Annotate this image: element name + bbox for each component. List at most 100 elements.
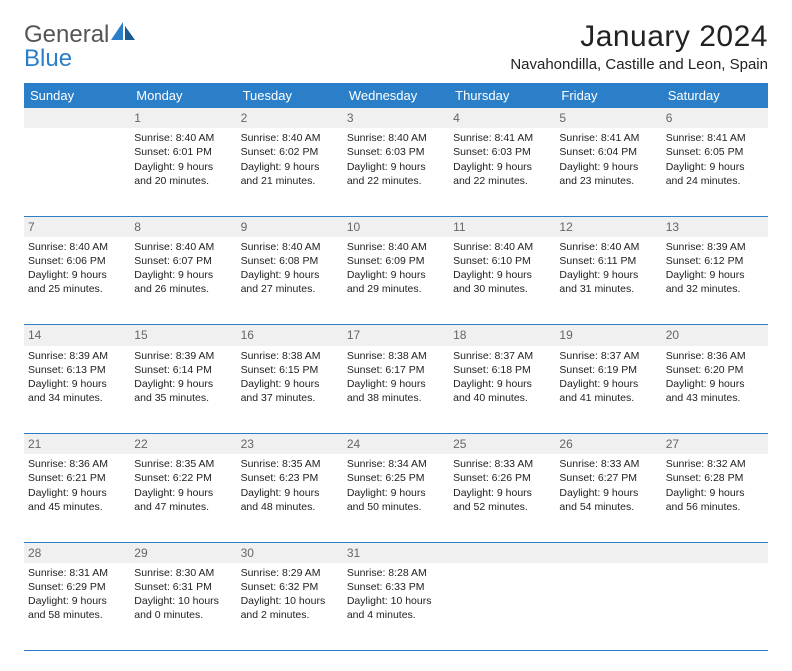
weekday-header: Monday bbox=[130, 83, 236, 108]
sunset-text: Sunset: 6:03 PM bbox=[453, 145, 551, 159]
daynum-cell: 5 bbox=[555, 108, 661, 128]
calendar-body: 123456Sunrise: 8:40 AMSunset: 6:01 PMDay… bbox=[24, 108, 768, 651]
daylight-text: Daylight: 9 hours and 56 minutes. bbox=[666, 486, 764, 514]
daynum-cell: 3 bbox=[343, 108, 449, 128]
daylight-text: Daylight: 9 hours and 50 minutes. bbox=[347, 486, 445, 514]
day-cell: Sunrise: 8:40 AMSunset: 6:02 PMDaylight:… bbox=[237, 128, 343, 216]
day-number: 26 bbox=[559, 436, 657, 452]
weekday-header: Wednesday bbox=[343, 83, 449, 108]
daylight-text: Daylight: 9 hours and 41 minutes. bbox=[559, 377, 657, 405]
week-row: Sunrise: 8:40 AMSunset: 6:06 PMDaylight:… bbox=[24, 237, 768, 325]
day-cell bbox=[555, 563, 661, 651]
sunrise-text: Sunrise: 8:39 AM bbox=[134, 349, 232, 363]
day-number: 22 bbox=[134, 436, 232, 452]
daylight-text: Daylight: 9 hours and 35 minutes. bbox=[134, 377, 232, 405]
day-cell: Sunrise: 8:40 AMSunset: 6:11 PMDaylight:… bbox=[555, 237, 661, 325]
day-cell: Sunrise: 8:35 AMSunset: 6:23 PMDaylight:… bbox=[237, 454, 343, 542]
daynum-cell: 11 bbox=[449, 216, 555, 237]
month-title: January 2024 bbox=[510, 20, 768, 54]
daynum-cell: 10 bbox=[343, 216, 449, 237]
daynum-cell: 2 bbox=[237, 108, 343, 128]
sunrise-text: Sunrise: 8:32 AM bbox=[666, 457, 764, 471]
day-cell: Sunrise: 8:37 AMSunset: 6:19 PMDaylight:… bbox=[555, 346, 661, 434]
sunset-text: Sunset: 6:09 PM bbox=[347, 254, 445, 268]
sunrise-text: Sunrise: 8:39 AM bbox=[666, 240, 764, 254]
day-cell: Sunrise: 8:40 AMSunset: 6:07 PMDaylight:… bbox=[130, 237, 236, 325]
sunrise-text: Sunrise: 8:35 AM bbox=[134, 457, 232, 471]
location: Navahondilla, Castille and Leon, Spain bbox=[510, 56, 768, 73]
sunset-text: Sunset: 6:26 PM bbox=[453, 471, 551, 485]
sunset-text: Sunset: 6:32 PM bbox=[241, 580, 339, 594]
weekday-row: Sunday Monday Tuesday Wednesday Thursday… bbox=[24, 83, 768, 108]
day-cell: Sunrise: 8:40 AMSunset: 6:03 PMDaylight:… bbox=[343, 128, 449, 216]
day-number: 17 bbox=[347, 327, 445, 343]
day-number: 9 bbox=[241, 219, 339, 235]
daylight-text: Daylight: 9 hours and 27 minutes. bbox=[241, 268, 339, 296]
daylight-text: Daylight: 9 hours and 37 minutes. bbox=[241, 377, 339, 405]
daynum-cell: 29 bbox=[130, 542, 236, 563]
day-number: 18 bbox=[453, 327, 551, 343]
daynum-cell: 30 bbox=[237, 542, 343, 563]
logo-text-1: General bbox=[24, 21, 109, 48]
weekday-header: Friday bbox=[555, 83, 661, 108]
day-number: 14 bbox=[28, 327, 126, 343]
day-cell: Sunrise: 8:36 AMSunset: 6:21 PMDaylight:… bbox=[24, 454, 130, 542]
sunrise-text: Sunrise: 8:35 AM bbox=[241, 457, 339, 471]
day-cell: Sunrise: 8:40 AMSunset: 6:09 PMDaylight:… bbox=[343, 237, 449, 325]
sunrise-text: Sunrise: 8:29 AM bbox=[241, 566, 339, 580]
week-row: Sunrise: 8:36 AMSunset: 6:21 PMDaylight:… bbox=[24, 454, 768, 542]
daynum-cell: 16 bbox=[237, 325, 343, 346]
day-number: 30 bbox=[241, 545, 339, 561]
day-cell: Sunrise: 8:28 AMSunset: 6:33 PMDaylight:… bbox=[343, 563, 449, 651]
sunrise-text: Sunrise: 8:33 AM bbox=[453, 457, 551, 471]
day-number: 2 bbox=[241, 110, 339, 126]
daylight-text: Daylight: 9 hours and 23 minutes. bbox=[559, 160, 657, 188]
daylight-text: Daylight: 10 hours and 0 minutes. bbox=[134, 594, 232, 622]
sunset-text: Sunset: 6:03 PM bbox=[347, 145, 445, 159]
week-row: Sunrise: 8:40 AMSunset: 6:01 PMDaylight:… bbox=[24, 128, 768, 216]
sunrise-text: Sunrise: 8:34 AM bbox=[347, 457, 445, 471]
daylight-text: Daylight: 9 hours and 31 minutes. bbox=[559, 268, 657, 296]
daynum-row: 78910111213 bbox=[24, 216, 768, 237]
weekday-header: Tuesday bbox=[237, 83, 343, 108]
daynum-cell: 18 bbox=[449, 325, 555, 346]
daylight-text: Daylight: 9 hours and 52 minutes. bbox=[453, 486, 551, 514]
sunrise-text: Sunrise: 8:31 AM bbox=[28, 566, 126, 580]
header: GeneralBlue January 2024 Navahondilla, C… bbox=[24, 20, 768, 73]
calendar-head: Sunday Monday Tuesday Wednesday Thursday… bbox=[24, 83, 768, 108]
day-cell: Sunrise: 8:41 AMSunset: 6:05 PMDaylight:… bbox=[662, 128, 768, 216]
day-number: 25 bbox=[453, 436, 551, 452]
weekday-header: Thursday bbox=[449, 83, 555, 108]
weekday-header: Saturday bbox=[662, 83, 768, 108]
day-cell: Sunrise: 8:31 AMSunset: 6:29 PMDaylight:… bbox=[24, 563, 130, 651]
daynum-cell bbox=[662, 542, 768, 563]
daynum-cell: 17 bbox=[343, 325, 449, 346]
sunrise-text: Sunrise: 8:28 AM bbox=[347, 566, 445, 580]
day-cell: Sunrise: 8:40 AMSunset: 6:01 PMDaylight:… bbox=[130, 128, 236, 216]
daynum-cell: 14 bbox=[24, 325, 130, 346]
daynum-cell: 13 bbox=[662, 216, 768, 237]
sunset-text: Sunset: 6:25 PM bbox=[347, 471, 445, 485]
logo-text-2: Blue bbox=[24, 45, 72, 72]
daynum-cell: 27 bbox=[662, 434, 768, 455]
day-cell: Sunrise: 8:40 AMSunset: 6:10 PMDaylight:… bbox=[449, 237, 555, 325]
daynum-cell bbox=[449, 542, 555, 563]
logo-text: GeneralBlue bbox=[24, 20, 137, 71]
sunset-text: Sunset: 6:27 PM bbox=[559, 471, 657, 485]
sunset-text: Sunset: 6:05 PM bbox=[666, 145, 764, 159]
daynum-row: 14151617181920 bbox=[24, 325, 768, 346]
day-number: 21 bbox=[28, 436, 126, 452]
day-number: 28 bbox=[28, 545, 126, 561]
sunset-text: Sunset: 6:10 PM bbox=[453, 254, 551, 268]
daylight-text: Daylight: 9 hours and 54 minutes. bbox=[559, 486, 657, 514]
sunrise-text: Sunrise: 8:40 AM bbox=[241, 131, 339, 145]
day-cell: Sunrise: 8:36 AMSunset: 6:20 PMDaylight:… bbox=[662, 346, 768, 434]
sunrise-text: Sunrise: 8:40 AM bbox=[347, 131, 445, 145]
sunrise-text: Sunrise: 8:40 AM bbox=[559, 240, 657, 254]
sunrise-text: Sunrise: 8:36 AM bbox=[28, 457, 126, 471]
sunset-text: Sunset: 6:02 PM bbox=[241, 145, 339, 159]
sunset-text: Sunset: 6:19 PM bbox=[559, 363, 657, 377]
logo-sail-icon bbox=[109, 20, 137, 42]
week-row: Sunrise: 8:31 AMSunset: 6:29 PMDaylight:… bbox=[24, 563, 768, 651]
sunset-text: Sunset: 6:20 PM bbox=[666, 363, 764, 377]
